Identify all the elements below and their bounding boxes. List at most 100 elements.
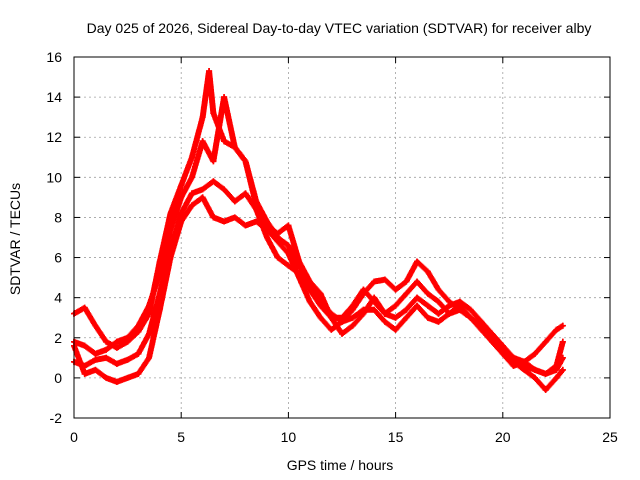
data-point	[328, 314, 335, 321]
data-point	[263, 234, 270, 241]
data-point	[559, 354, 566, 361]
series-track-1	[71, 68, 566, 365]
data-point	[381, 310, 388, 317]
data-point	[199, 114, 206, 121]
data-point	[285, 250, 292, 257]
data-point	[124, 374, 131, 381]
data-point	[92, 350, 99, 357]
data-point	[349, 302, 356, 309]
data-point	[381, 276, 388, 283]
data-point	[467, 306, 474, 313]
x-tick-label: 0	[70, 429, 78, 445]
data-point	[424, 268, 431, 275]
data-point	[328, 326, 335, 333]
data-point	[221, 218, 228, 225]
data-point	[542, 386, 549, 393]
data-point	[435, 298, 442, 305]
data-point	[253, 218, 260, 225]
data-point	[306, 298, 313, 305]
data-point	[414, 294, 421, 301]
data-point	[392, 326, 399, 333]
data-point	[92, 322, 99, 329]
data-point	[414, 302, 421, 309]
data-point	[478, 322, 485, 329]
data-point	[92, 366, 99, 373]
data-point	[392, 286, 399, 293]
data-point	[414, 258, 421, 265]
data-point	[371, 306, 378, 313]
data-point	[199, 186, 206, 193]
data-point	[135, 322, 142, 329]
data-point	[553, 326, 560, 333]
data-point	[424, 302, 431, 309]
data-point	[403, 306, 410, 313]
data-point	[392, 302, 399, 309]
data-point	[113, 344, 120, 351]
data-point	[188, 202, 195, 209]
data-point	[178, 194, 185, 201]
data-point	[285, 222, 292, 229]
data-point	[542, 338, 549, 345]
data-point	[156, 306, 163, 313]
x-tick-label: 25	[602, 429, 618, 445]
data-point	[242, 158, 249, 165]
data-point	[317, 314, 324, 321]
data-point	[146, 354, 153, 361]
data-point	[424, 314, 431, 321]
data-point	[263, 226, 270, 233]
data-point	[456, 306, 463, 313]
data-point	[542, 370, 549, 377]
data-point	[414, 278, 421, 285]
data-point	[274, 254, 281, 261]
data-point	[124, 334, 131, 341]
data-point	[135, 370, 142, 377]
data-point	[499, 346, 506, 353]
data-point	[253, 206, 260, 213]
data-point	[210, 158, 217, 165]
data-point	[274, 238, 281, 245]
axis-ticks: 0 5 10 15 20 25 -2 0 2 4 6 8 10 12 14 16	[46, 49, 618, 445]
y-tick-label: -2	[50, 410, 63, 426]
data-point	[392, 314, 399, 321]
data-point	[553, 374, 560, 381]
data-point	[467, 314, 474, 321]
data-point	[371, 278, 378, 285]
plot-frame	[73, 56, 611, 419]
x-tick-label: 5	[177, 429, 185, 445]
data-point	[188, 154, 195, 161]
data-point	[317, 302, 324, 309]
y-tick-label: 16	[46, 49, 62, 65]
x-tick-label: 10	[281, 429, 297, 445]
data-point	[371, 294, 378, 301]
data-point	[210, 110, 217, 117]
data-point	[296, 274, 303, 281]
grid	[74, 57, 610, 418]
data-point	[242, 222, 249, 229]
data-point	[103, 338, 110, 345]
data-point	[135, 350, 142, 357]
data-point	[435, 310, 442, 317]
x-axis-label: GPS time / hours	[287, 457, 394, 473]
y-tick-label: 4	[54, 290, 62, 306]
data-point	[92, 356, 99, 363]
x-tick-label: 15	[388, 429, 404, 445]
data-point	[285, 242, 292, 249]
data-point	[510, 358, 517, 365]
data-point	[231, 144, 238, 151]
series-track-4	[71, 194, 566, 393]
data-point	[221, 94, 228, 101]
data-point	[349, 322, 356, 329]
data-point	[188, 174, 195, 181]
y-tick-label: 12	[46, 129, 62, 145]
data-point	[306, 286, 313, 293]
data-point	[221, 138, 228, 145]
data-point	[531, 366, 538, 373]
y-tick-label: 10	[46, 169, 62, 185]
data-point	[349, 314, 356, 321]
data-point	[559, 366, 566, 373]
data-point	[167, 210, 174, 217]
data-point	[113, 360, 120, 367]
series-track-3	[71, 178, 566, 377]
data-point	[113, 338, 120, 345]
